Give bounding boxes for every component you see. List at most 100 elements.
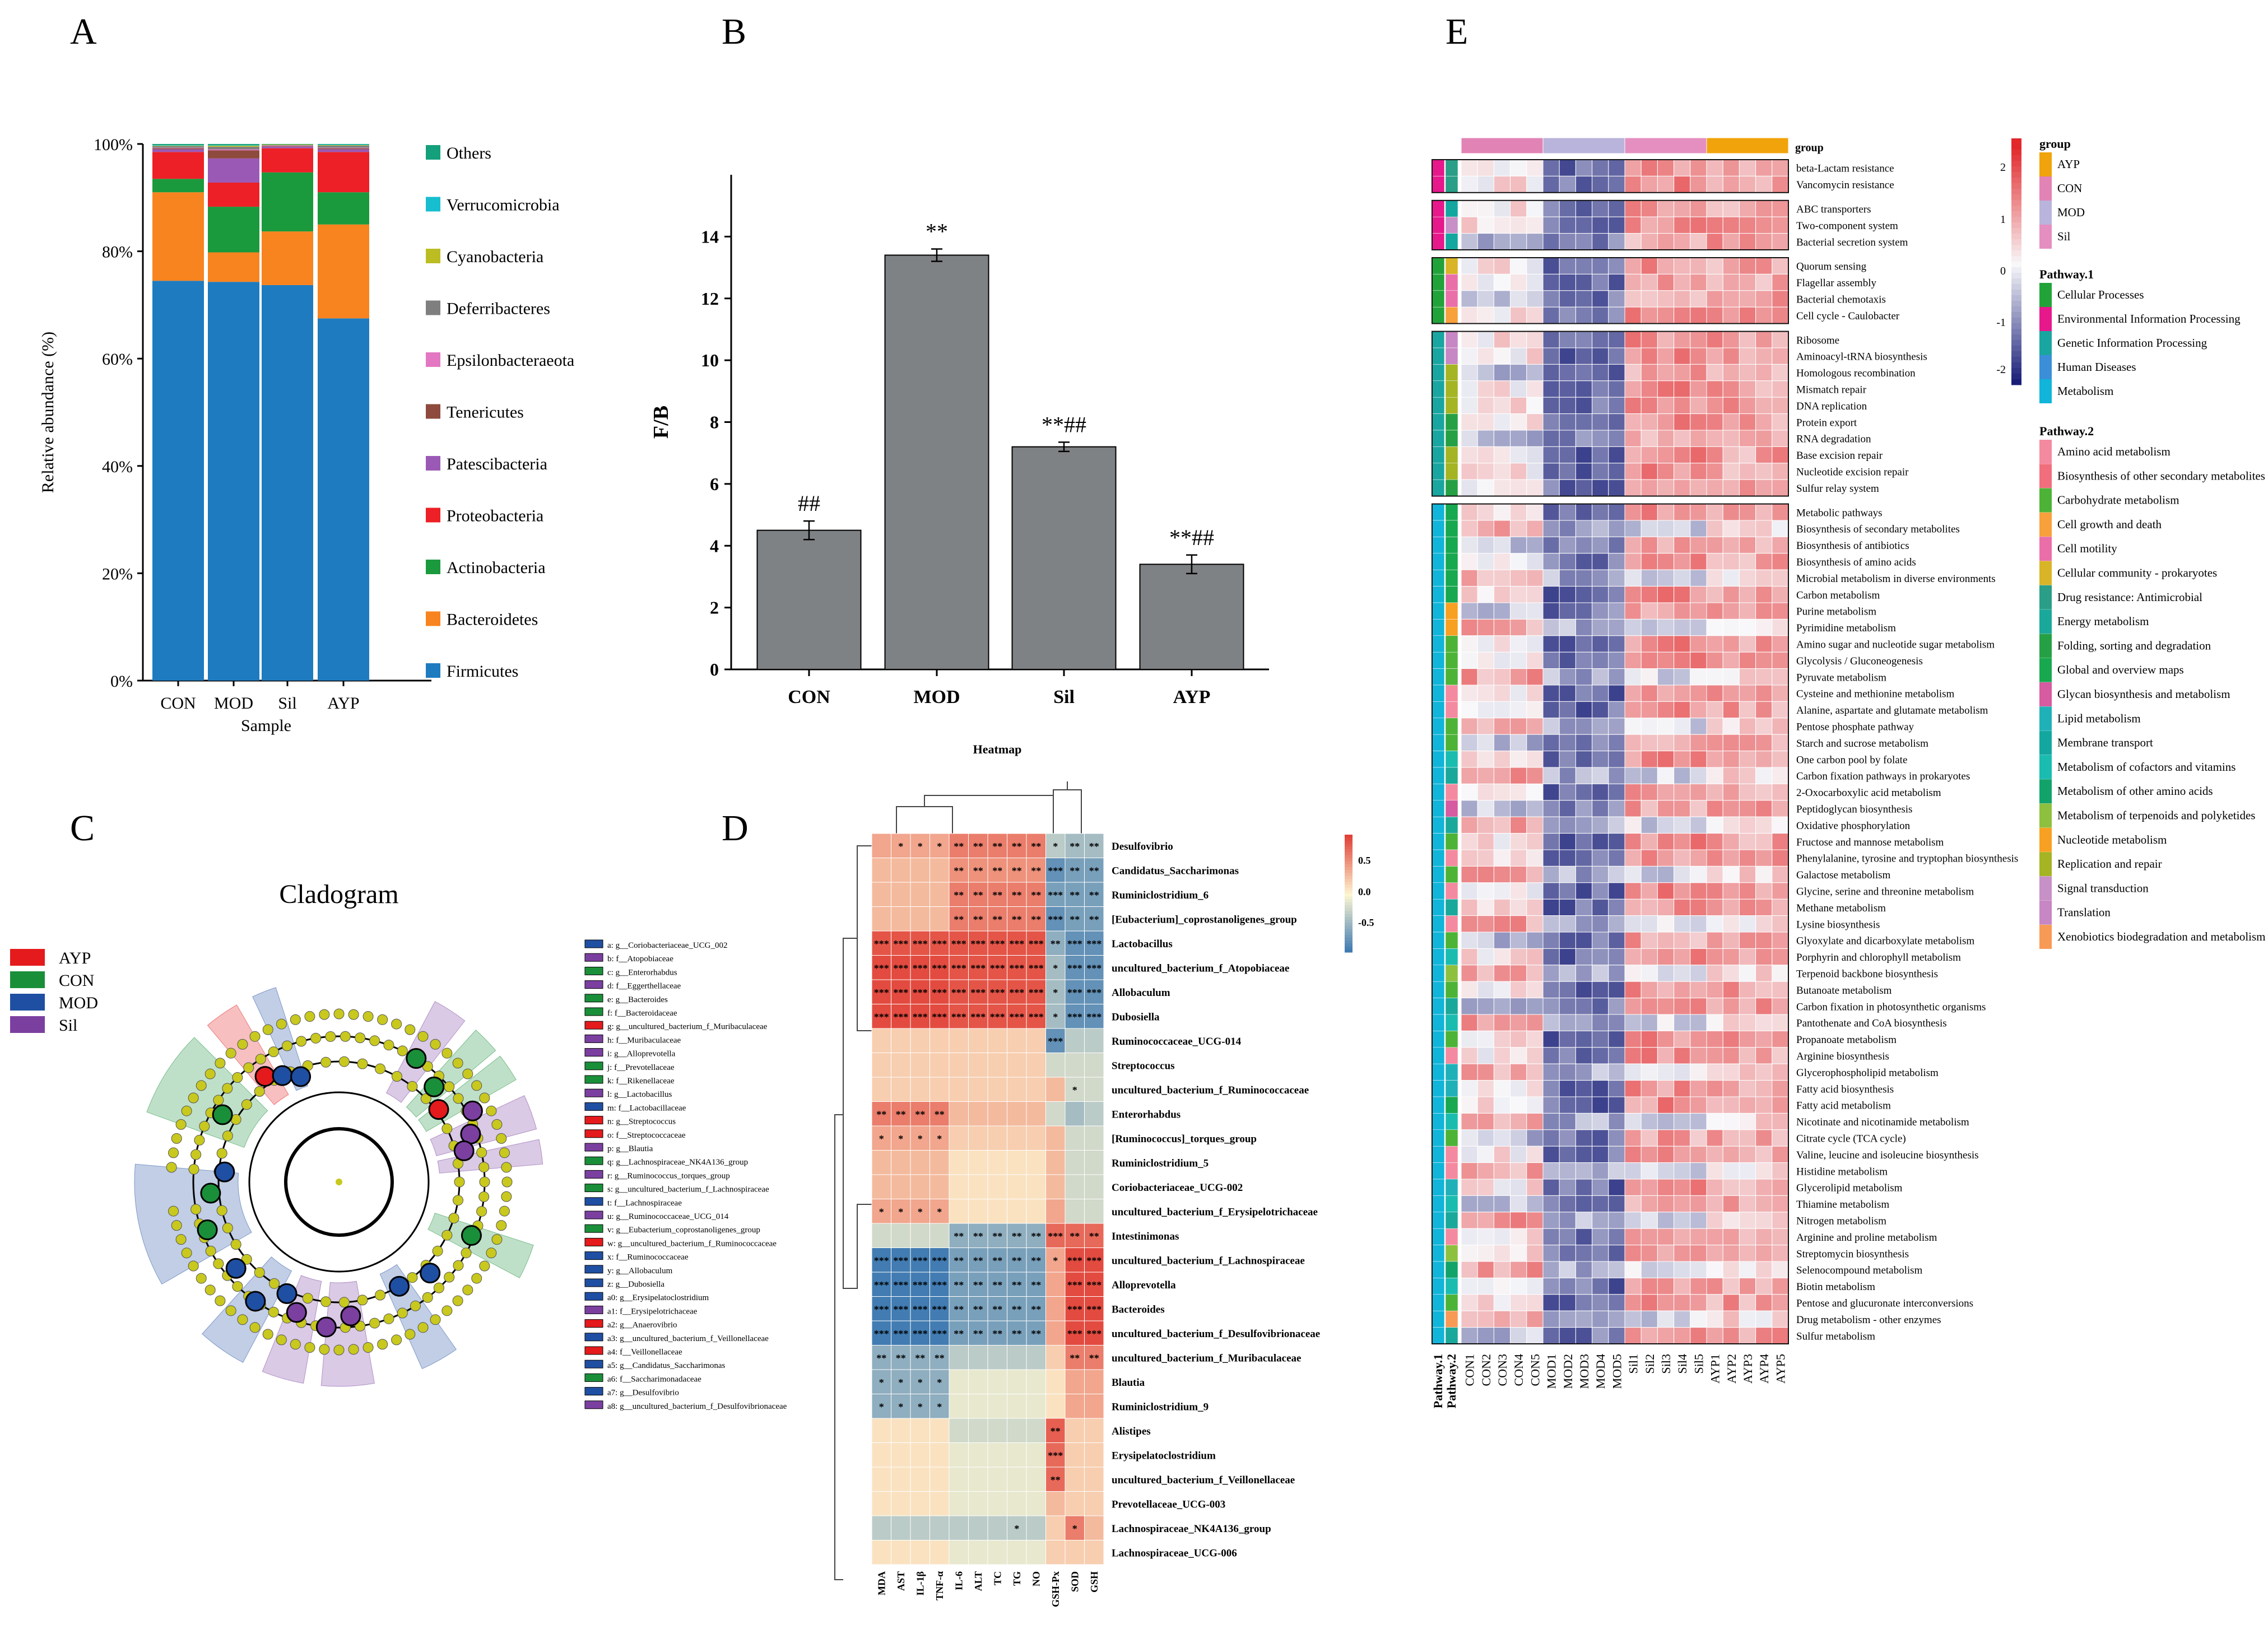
heatmap-cell [891,858,911,883]
tree-node [430,1314,441,1325]
heatmap-cell [1772,602,1789,620]
heatmap-cell [1640,273,1658,291]
heatmap-cell [1657,1327,1675,1344]
row-label: Pyruvate metabolism [1796,672,1886,683]
heatmap-cell [1592,520,1609,537]
heatmap-cell [1608,216,1625,234]
heatmap-cell [891,1320,911,1346]
significance-star: *** [932,938,947,949]
heatmap-cell [1608,463,1625,480]
colorbar-segment [2011,200,2021,206]
heatmap-cell [1608,751,1625,768]
heatmap-cell [1542,347,1560,365]
heatmap-cell [1510,915,1527,933]
heatmap-cell [1493,520,1511,537]
heatmap-cell [949,1491,969,1516]
tree-node [282,1040,293,1051]
heatmap-cell [1739,882,1756,900]
significance-star: ** [1051,1474,1061,1486]
heatmap-cell [891,1101,911,1126]
pathway1-annotation [1432,948,1445,966]
row-label: Desulfovibrio [1112,841,1173,853]
heatmap-cell [1674,463,1691,480]
pathway2-annotation [1445,1228,1458,1245]
stack-segment-tenericutes [318,148,369,150]
heatmap-cell [1493,734,1511,752]
tree-node [501,1176,513,1188]
pathway2-legend-swatch [2039,609,2052,634]
x-tick-label: CON [160,694,196,713]
heatmap-cell [1706,1129,1723,1147]
heatmap-cell [1657,1063,1675,1081]
pathway2-annotation [1445,1047,1458,1064]
heatmap-cell [1772,651,1789,669]
heatmap-cell [1657,1112,1675,1130]
heatmap-cell [1706,767,1723,784]
heatmap-cell [968,1199,988,1224]
pathway2-legend-swatch [2039,900,2052,925]
pathway1-legend-swatch [2039,355,2052,379]
row-label: Pantothenate and CoA biosynthesis [1796,1018,1947,1030]
heatmap-cell [1559,159,1576,176]
pathway2-legend-label: Drug resistance: Antimicrobial [2057,590,2202,604]
heatmap-cell [1624,1129,1642,1147]
heatmap-cell [1608,767,1625,784]
heatmap-cell [1559,816,1576,834]
heatmap-cell [1575,1014,1593,1031]
heatmap-cell [1722,553,1740,570]
heatmap-cell [1526,1162,1544,1180]
taxa-swatch [584,939,603,948]
section-border [1432,330,1789,497]
heatmap-cell [1493,618,1511,636]
heatmap-cell [1722,751,1740,768]
x-tick-label: MOD [214,694,253,713]
heatmap-cell [1755,200,1773,217]
heatmap-cell [1690,1195,1707,1213]
significance-star: * [918,1377,923,1388]
heatmap-cell [1722,915,1740,933]
significance-star: *** [1048,1036,1063,1047]
significant-node-mod [290,1066,312,1087]
heatmap-cell [1608,159,1625,176]
heatmap-cell [929,1418,950,1443]
heatmap-cell [1755,1129,1773,1147]
heatmap-cell [1608,257,1625,274]
heatmap-cell [1477,800,1494,817]
significance-star: *** [932,1328,947,1339]
heatmap-cell [1477,1212,1494,1229]
heatmap-cell [1592,1014,1609,1031]
tree-node [237,1314,248,1325]
heatmap-cell [1674,981,1691,999]
significance-star: ** [954,1304,964,1315]
heatmap-cell [871,1345,891,1370]
heatmap-cell [987,1369,1007,1394]
heatmap-cell [1559,668,1576,686]
heatmap-cell [1526,1310,1544,1328]
heatmap-cell [1722,882,1740,900]
heatmap-cell [1674,965,1691,982]
heatmap-cell [1640,1327,1658,1344]
heatmap-cell [1755,1112,1773,1130]
significance-star: *** [893,1279,908,1291]
colorbar-segment [1345,870,1353,873]
heatmap-cell [929,1442,950,1468]
heatmap-cell [1657,306,1675,324]
heatmap-cell [1493,865,1511,883]
taxa-label: v: g__Eubacterium_coprostanoligenes_grou… [607,1226,760,1235]
tree-node [405,1024,416,1035]
heatmap-cell [1722,397,1740,415]
significance-star: *** [913,1011,928,1022]
row-label: Alistipes [1112,1426,1151,1437]
heatmap-cell [987,1540,1007,1565]
heatmap-cell [1575,849,1593,867]
significance-star: ** [1031,865,1041,876]
heatmap-cell [1624,1179,1642,1196]
legend-label: MOD [59,994,98,1012]
heatmap-cell [1640,175,1658,193]
heatmap-cell [1084,1150,1104,1175]
significance-star: * [1053,987,1058,998]
significance-star: ** [1070,1352,1080,1363]
significance-star: *** [1029,962,1044,974]
heatmap-cell [1722,364,1740,381]
heatmap-cell [1640,767,1658,784]
